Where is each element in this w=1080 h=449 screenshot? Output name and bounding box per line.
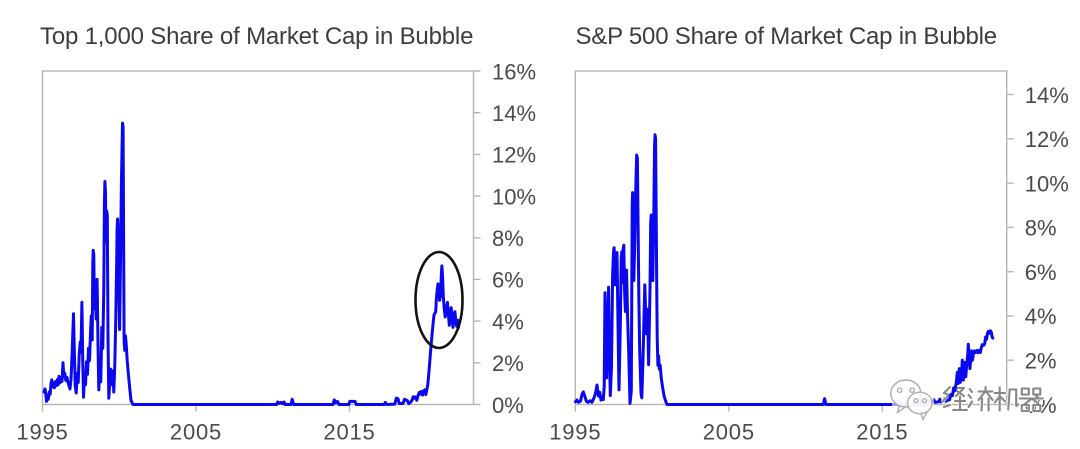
svg-text:8%: 8%	[1025, 216, 1057, 241]
svg-text:4%: 4%	[1025, 304, 1057, 329]
svg-text:Top 1,000 Share of Market Cap: Top 1,000 Share of Market Cap in Bubble	[40, 23, 473, 50]
svg-text:8%: 8%	[492, 226, 524, 251]
svg-text:12%: 12%	[492, 143, 536, 168]
svg-text:10%: 10%	[1025, 171, 1069, 196]
svg-text:10%: 10%	[492, 184, 536, 209]
svg-text:6%: 6%	[1025, 260, 1057, 285]
svg-text:2015: 2015	[856, 420, 908, 445]
svg-text:S&P 500 Share of Market Cap in: S&P 500 Share of Market Cap in Bubble	[576, 23, 997, 50]
svg-text:2015: 2015	[323, 420, 375, 445]
svg-text:1995: 1995	[16, 420, 68, 445]
svg-text:2005: 2005	[703, 420, 755, 445]
svg-text:14%: 14%	[1025, 83, 1069, 108]
svg-text:2%: 2%	[492, 351, 524, 376]
svg-text:14%: 14%	[492, 101, 536, 126]
svg-text:16%: 16%	[492, 59, 536, 84]
svg-text:2%: 2%	[1025, 349, 1057, 374]
svg-text:12%: 12%	[1025, 127, 1069, 152]
svg-text:1995: 1995	[549, 420, 601, 445]
svg-text:6%: 6%	[492, 268, 524, 293]
svg-text:2005: 2005	[170, 420, 222, 445]
svg-text:4%: 4%	[492, 309, 524, 334]
svg-text:0%: 0%	[492, 393, 524, 418]
